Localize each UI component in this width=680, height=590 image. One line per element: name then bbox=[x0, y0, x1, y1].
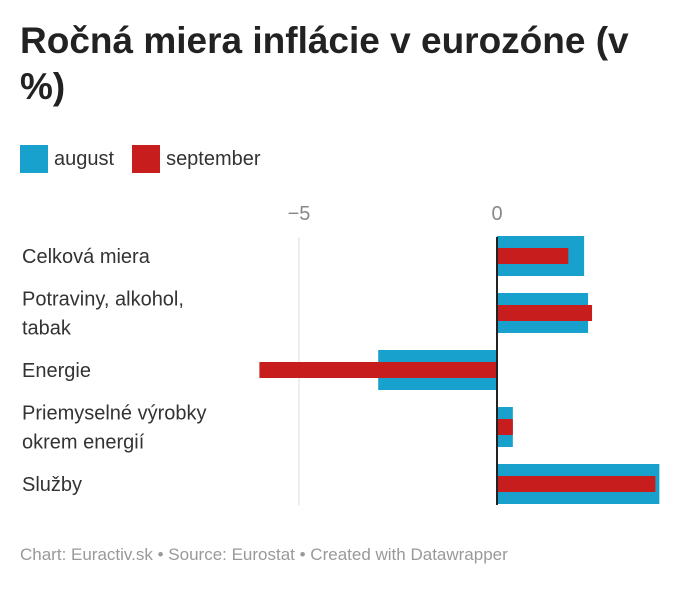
x-tick-label: 0 bbox=[491, 203, 502, 225]
bar-september bbox=[259, 362, 497, 378]
category-label: tabak bbox=[22, 318, 72, 340]
legend-label-august: august bbox=[54, 147, 115, 170]
legend-item-september: september bbox=[132, 145, 261, 173]
footer-credits: Chart: Euractiv.sk • Source: Eurostat • … bbox=[20, 545, 508, 564]
chart-title: Ročná miera inflácie v eurozóne (v %) bbox=[20, 20, 629, 107]
category-label: Priemyselné výrobky bbox=[22, 403, 207, 425]
bar-september bbox=[497, 248, 569, 264]
legend-swatch-august bbox=[20, 145, 48, 173]
category-label: okrem energií bbox=[22, 432, 145, 454]
category-label: Energie bbox=[22, 360, 91, 382]
category-label: Potraviny, alkohol, bbox=[22, 289, 184, 311]
legend: august september bbox=[20, 145, 279, 173]
legend-item-august: august bbox=[20, 145, 114, 173]
bar-september bbox=[497, 305, 593, 321]
bar-september bbox=[497, 476, 656, 492]
x-tick-label: −5 bbox=[288, 203, 311, 225]
legend-label-september: september bbox=[166, 147, 261, 170]
legend-swatch-september bbox=[132, 145, 161, 173]
category-label: Služby bbox=[22, 474, 82, 496]
bar-september bbox=[497, 419, 513, 435]
category-label: Celková miera bbox=[22, 246, 151, 268]
